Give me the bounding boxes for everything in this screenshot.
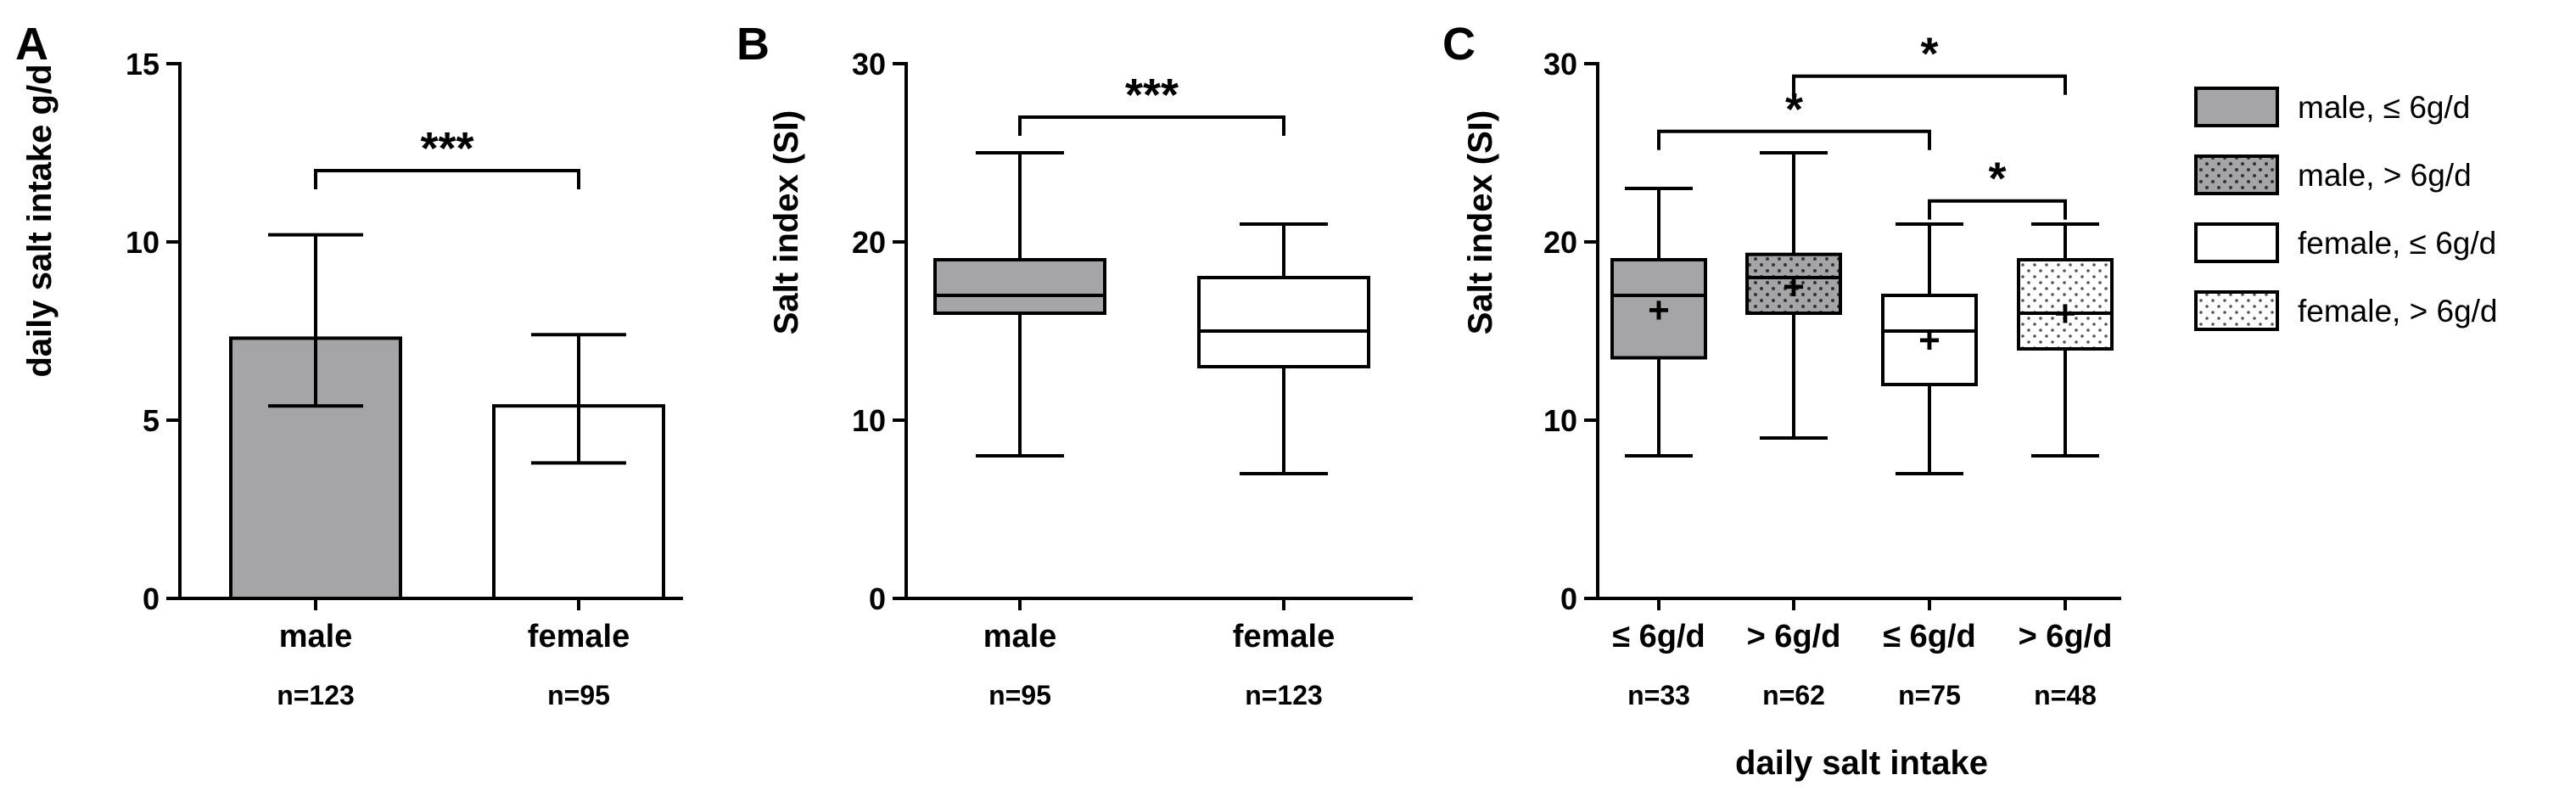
panel-c-category-labels: ≤ 6g/d > 6g/d ≤ 6g/d > 6g/d n=33 n=62 n=… xyxy=(1612,619,2112,782)
panel-b-box xyxy=(1197,276,1370,368)
panel-c-legend-label: female, ≤ 6g/d xyxy=(2298,226,2496,261)
panel-a-bar xyxy=(492,404,665,601)
panel-b-y-tick-label: 10 xyxy=(852,403,886,438)
panel-c-legend: male, ≤ 6g/d male, > 6g/d female, ≤ 6g/d fe… xyxy=(2194,87,2498,331)
panel-a-bar-chart: A daily salt intake g/d 0 5 10 15 *** male … xyxy=(15,19,683,710)
panel-c-category-label: ≤ 6g/d xyxy=(1883,619,1976,654)
panel-label-c: C xyxy=(1442,19,1476,70)
panel-b-n-label: n=123 xyxy=(1245,680,1323,710)
panel-c-legend-swatch xyxy=(2194,87,2279,127)
panel-c-box-plot: C Salt index (SI) 0 10 20 30 + + + + * * * ≤ 6g/d… xyxy=(1442,19,2498,782)
panel-c-legend-swatch xyxy=(2194,222,2279,263)
panel-b-marks: *** xyxy=(933,70,1370,475)
panel-c-y-tick-label: 0 xyxy=(1560,581,1577,616)
panel-c-n-label: n=62 xyxy=(1762,680,1825,710)
panel-a-category-label: female xyxy=(528,619,630,654)
panel-c-significance-label: * xyxy=(1785,84,1803,135)
panel-b-category-label: male xyxy=(983,619,1057,654)
panel-a-significance-bracket xyxy=(314,169,580,189)
panel-b-category-labels: male female n=95 n=123 xyxy=(983,619,1336,710)
panel-c-mean-marker: + xyxy=(1648,289,1670,331)
panel-a-y-tick-label: 15 xyxy=(126,47,160,81)
panel-b-y-tick-label: 0 xyxy=(869,581,886,616)
panel-c-mean-marker: + xyxy=(2054,293,2076,334)
panel-c-axes: 0 10 20 30 xyxy=(1543,47,2121,616)
panel-c-y-axis-label: Salt index (SI) xyxy=(1462,110,1499,335)
panel-b-significance-label: *** xyxy=(1125,70,1179,121)
panel-c-legend-swatch xyxy=(2194,154,2279,195)
panel-c-significance-bracket xyxy=(1657,129,1931,150)
panel-c-legend-label: male, ≤ 6g/d xyxy=(2298,90,2470,125)
panel-label-a: A xyxy=(15,19,48,70)
panel-c-n-label: n=33 xyxy=(1627,680,1690,710)
panel-a-n-label: n=95 xyxy=(547,680,610,710)
panel-c-y-tick-label: 30 xyxy=(1543,47,1577,81)
panel-b-significance-bracket xyxy=(1018,115,1285,136)
panel-c-legend-label: female, > 6g/d xyxy=(2298,294,2498,328)
panel-c-box xyxy=(1745,252,1842,316)
panel-c-x-axis-label: daily salt intake xyxy=(1735,744,1988,782)
panel-c-n-label: n=75 xyxy=(1898,680,1961,710)
panel-c-significance-label: * xyxy=(1920,29,1938,80)
panel-b-n-label: n=95 xyxy=(988,680,1051,710)
panel-c-box xyxy=(2017,258,2114,351)
panel-c-n-label: n=48 xyxy=(2034,680,2097,710)
panel-b-box xyxy=(933,258,1106,315)
panel-b-y-axis-label: Salt index (SI) xyxy=(768,110,805,335)
panel-a-marks: *** xyxy=(229,123,665,601)
panel-a-y-tick-label: 10 xyxy=(126,225,160,260)
panel-c-legend-label: male, > 6g/d xyxy=(2298,158,2472,193)
panel-c-legend-swatch xyxy=(2194,290,2279,331)
panel-c-significance-bracket xyxy=(1928,199,2067,220)
panel-a-y-tick-label: 5 xyxy=(143,403,160,438)
panel-c-box xyxy=(1610,258,1707,360)
panel-b-axes: 0 10 20 30 xyxy=(852,47,1413,616)
panel-c-category-label: > 6g/d xyxy=(2019,619,2113,654)
panel-c-significance-bracket xyxy=(1792,74,2067,95)
panel-a-category-labels: male female n=123 n=95 xyxy=(277,619,630,710)
panel-a-n-label: n=123 xyxy=(277,680,355,710)
panel-b-y-tick-label: 30 xyxy=(852,47,886,81)
panel-c-marks: + + + + * * * xyxy=(1610,29,2114,475)
panel-c-category-label: > 6g/d xyxy=(1747,619,1841,654)
panel-c-y-tick-label: 10 xyxy=(1543,403,1577,438)
panel-c-mean-marker: + xyxy=(1783,267,1805,308)
panel-c-box xyxy=(1881,294,1978,386)
panel-c-y-tick-label: 20 xyxy=(1543,225,1577,260)
panel-c-mean-marker: + xyxy=(1918,320,1940,362)
panel-b-category-label: female xyxy=(1233,619,1335,654)
panel-a-significance-label: *** xyxy=(420,123,473,174)
panel-label-b: B xyxy=(736,19,770,70)
panel-a-bar xyxy=(229,336,402,600)
panel-c-category-label: ≤ 6g/d xyxy=(1612,619,1705,654)
panel-a-y-tick-label: 0 xyxy=(143,581,160,616)
panel-b-box-plot: B Salt index (SI) 0 10 20 30 *** male femal… xyxy=(736,19,1413,710)
panel-a-category-label: male xyxy=(279,619,353,654)
panel-b-y-tick-label: 20 xyxy=(852,225,886,260)
panel-a-y-axis-label: daily salt intake g/d xyxy=(21,64,59,377)
panel-c-significance-label: * xyxy=(1988,154,2006,205)
